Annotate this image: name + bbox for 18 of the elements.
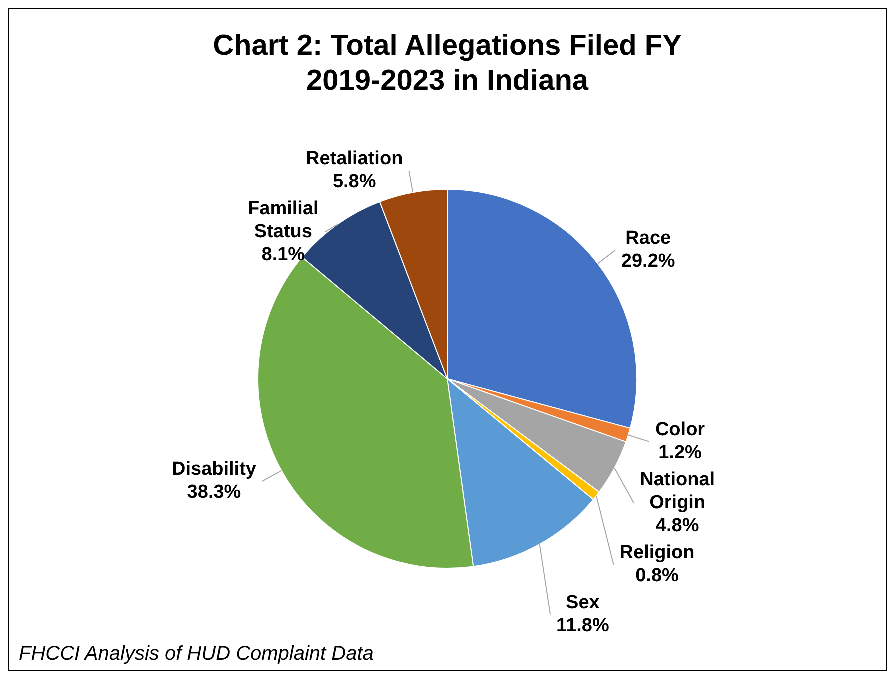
slice-label: Race — [626, 228, 672, 250]
slice-label: National Origin — [640, 470, 716, 514]
slice-label: Color — [655, 420, 706, 441]
data-label: 29.2% — [621, 251, 676, 272]
data-label: 38.3% — [187, 482, 242, 504]
text: FHCCI Analysis of HUD Complaint Data — [19, 643, 374, 666]
slice-label: Familial Status — [248, 198, 319, 243]
data-label: 4.8% — [656, 516, 700, 537]
slice-label: Disability — [172, 459, 257, 480]
data-label: 0.8% — [636, 566, 680, 587]
slice-label: Retaliation — [306, 148, 404, 170]
data-label: 1.2% — [658, 442, 702, 464]
slice-label: Sex — [566, 592, 600, 614]
data-label: 11.8% — [556, 616, 610, 637]
data-label: 5.8% — [332, 172, 376, 193]
chart-title: Chart 2: Total Allegations Filed FY 2019-2023 in Indiana — [212, 29, 683, 99]
slice-label: Religion — [620, 542, 695, 564]
data-label: 8.1% — [262, 244, 306, 266]
